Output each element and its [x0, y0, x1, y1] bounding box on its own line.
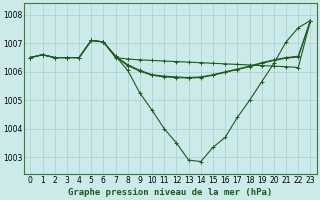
X-axis label: Graphe pression niveau de la mer (hPa): Graphe pression niveau de la mer (hPa)	[68, 188, 273, 197]
